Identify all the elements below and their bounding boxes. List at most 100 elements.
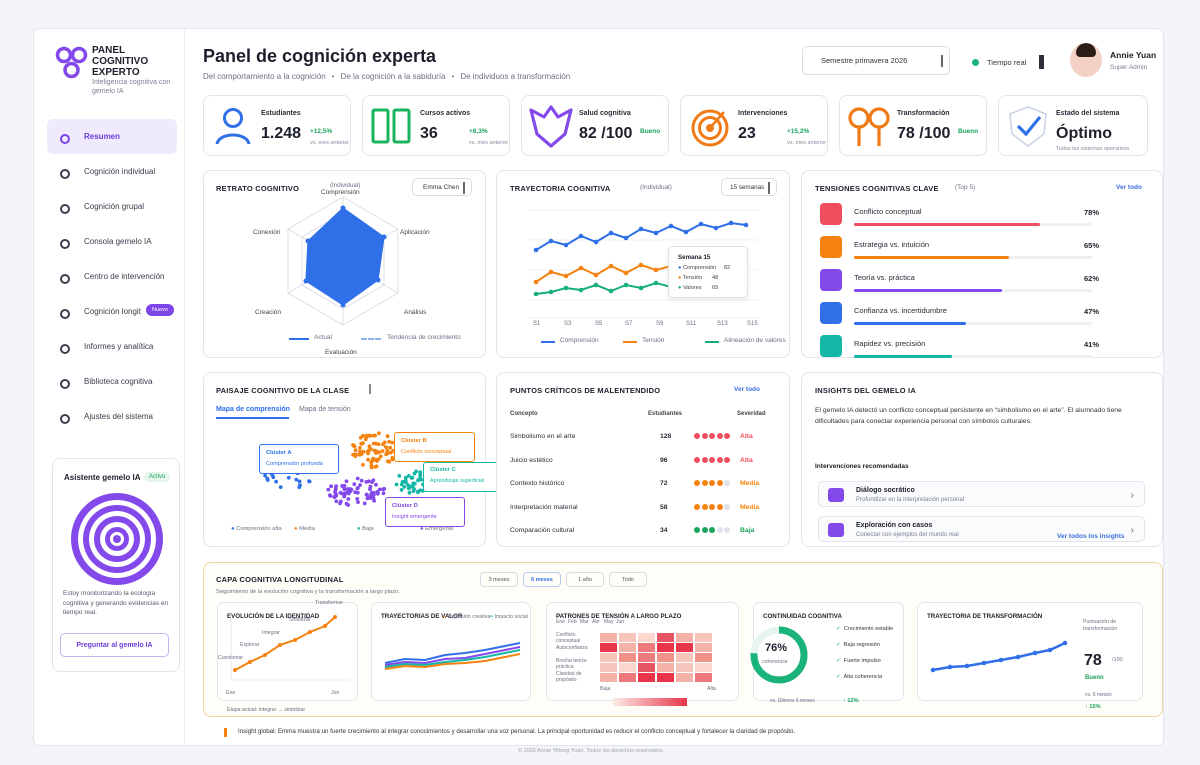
kpi-intervenciones[interactable]: Intervenciones 23 +15,2% vs. mes anterior bbox=[680, 95, 828, 156]
nav-item-consola[interactable]: Consola gemelo IA bbox=[47, 224, 177, 259]
stage-note: Etapa actual: integrar → sintetizar bbox=[227, 707, 306, 713]
row-label: Conflicto conceptual bbox=[556, 632, 581, 644]
brand-subtitle: Inteligencia cognitiva con gemelo IA bbox=[92, 79, 171, 95]
scatter-point bbox=[366, 449, 371, 454]
legend-label: ● Baja bbox=[357, 526, 374, 532]
tension-row[interactable]: Conflicto conceptual 78% bbox=[820, 203, 1110, 226]
range-all[interactable]: Todo bbox=[609, 572, 647, 587]
tension-track bbox=[854, 355, 1092, 358]
avatar[interactable] bbox=[1070, 43, 1102, 77]
cluster-c-label[interactable]: Clúster C Aprendizaje superficial bbox=[423, 462, 498, 492]
heat-cell bbox=[619, 633, 636, 642]
tension-row[interactable]: Teoría vs. práctica 62% bbox=[820, 269, 1110, 292]
severity-dot bbox=[716, 527, 723, 533]
range-6m[interactable]: 6 meses bbox=[523, 572, 561, 587]
range-1y[interactable]: 1 año bbox=[566, 572, 604, 587]
heat-cell bbox=[676, 653, 693, 662]
nav-item-biblioteca[interactable]: Biblioteca cognitiva bbox=[47, 364, 177, 399]
insights-text: El gemelo IA detectó un conflicto concep… bbox=[815, 407, 1122, 425]
scatter-point bbox=[286, 475, 291, 480]
target-icon bbox=[691, 109, 729, 147]
scatter-point bbox=[403, 478, 408, 483]
brand-title: PANEL COGNITIVO EXPERTO bbox=[92, 45, 149, 78]
scatter-point bbox=[278, 485, 283, 489]
table-row[interactable]: Comparación cultural 34 Baja bbox=[510, 527, 755, 534]
severity-dot bbox=[716, 433, 723, 439]
scatter-point bbox=[381, 487, 386, 492]
sidebar-nav: Resumen Cognición individual Cognición g… bbox=[47, 119, 177, 434]
realtime-indicator[interactable]: Tiempo real bbox=[972, 55, 1045, 69]
severity-dot bbox=[724, 433, 730, 439]
severity-dot bbox=[716, 480, 723, 486]
rec-icon bbox=[828, 523, 844, 537]
table-row[interactable]: Interpretación material 58 Media bbox=[510, 503, 760, 511]
kpi-transformacion[interactable]: Transformación 78 /100 Bueno bbox=[839, 95, 987, 156]
radar-chart bbox=[287, 196, 399, 326]
cluster-b-label[interactable]: Clúster B Conflicto conceptual bbox=[394, 432, 475, 462]
tension-row[interactable]: Estrategia vs. intuición 65% bbox=[820, 236, 1110, 259]
heat-cell bbox=[619, 643, 636, 652]
nav-item-informes[interactable]: Informes y analítica bbox=[47, 329, 177, 364]
heat-cell bbox=[676, 663, 693, 672]
scatter-point bbox=[381, 491, 386, 496]
axis-label: Aplicación bbox=[400, 229, 430, 236]
tension-row[interactable]: Rapidez vs. precisión 41% bbox=[820, 335, 1110, 358]
legend-swatch bbox=[623, 341, 637, 343]
tab-tension[interactable]: Mapa de tensión bbox=[299, 406, 351, 413]
nav-dot-icon bbox=[60, 133, 70, 144]
tab-comprension[interactable]: Mapa de comprensión bbox=[216, 406, 290, 413]
table-row[interactable]: Simbolismo en el arte 128 Alta bbox=[510, 433, 753, 440]
insights-view-all-link[interactable]: Ver todos los insights bbox=[1057, 533, 1125, 540]
student-select[interactable]: Emma Chen bbox=[412, 178, 472, 196]
puntos-view-all-link[interactable]: Ver todo bbox=[734, 386, 761, 393]
radar-point bbox=[303, 278, 309, 284]
kpi-cursos[interactable]: Cursos activos 36 +8,3% vs. mes anterior bbox=[362, 95, 510, 156]
table-row[interactable]: Juicio estético 96 Alta bbox=[510, 456, 753, 464]
severity-dot bbox=[701, 480, 708, 486]
transform-delta: ↑ 15% bbox=[1085, 704, 1101, 710]
kpi-estudiantes[interactable]: Estudiantes 1.248 +12,5% vs. mes anterior bbox=[203, 95, 351, 156]
user-icon bbox=[215, 108, 251, 145]
x-tick: S11 bbox=[686, 321, 697, 327]
legend-label: ● Comprensión alta bbox=[231, 526, 282, 532]
table-row[interactable]: Contexto histórico 72 Media bbox=[510, 480, 760, 487]
nav-item-cognicion-grupal[interactable]: Cognición grupal bbox=[47, 189, 177, 224]
cluster-d-label[interactable]: Clúster D Insight emergente bbox=[385, 497, 465, 527]
tensiones-view-all-link[interactable]: Ver todo bbox=[1116, 184, 1143, 191]
recs-heading: Intervenciones recomendadas bbox=[815, 463, 909, 470]
month-label: Feb bbox=[568, 619, 577, 625]
range-select[interactable]: 15 semanas bbox=[721, 178, 777, 196]
severity-dot bbox=[716, 456, 723, 463]
scatter-point bbox=[397, 473, 402, 478]
scatter-point bbox=[294, 477, 299, 482]
kpi-estado[interactable]: Estado del sistema Óptimo Todos los sistem… bbox=[998, 95, 1148, 156]
nav-dot-icon bbox=[60, 343, 70, 354]
scatter-point bbox=[384, 452, 388, 457]
rec-socratico[interactable]: Diálogo socrático Profundizar en la inter… bbox=[818, 481, 1145, 507]
nav-item-resumen[interactable]: Resumen bbox=[47, 119, 177, 154]
heat-cell bbox=[657, 673, 674, 682]
rec-casos[interactable]: Exploración con casos Conectar con ejempl… bbox=[818, 516, 1145, 542]
severity-dot bbox=[701, 503, 708, 510]
nav-item-ajustes[interactable]: Ajustes del sistema bbox=[47, 399, 177, 434]
ask-twin-button[interactable]: Preguntar al gemelo IA bbox=[60, 633, 169, 657]
severity-dot bbox=[716, 503, 723, 510]
nav-item-intervencion[interactable]: Centro de intervención bbox=[47, 259, 177, 294]
kpi-salud[interactable]: Salud cognitiva 82 /100 Bueno bbox=[521, 95, 669, 156]
scatter-point bbox=[358, 435, 363, 440]
chevron-right-icon: › bbox=[1130, 525, 1134, 536]
x-tick: S13 bbox=[717, 321, 728, 327]
chevron-icon bbox=[463, 182, 465, 194]
semester-select[interactable]: Semestre primavera 2026 bbox=[802, 46, 950, 75]
severity-dot bbox=[709, 456, 715, 463]
cluster-a-label[interactable]: Clúster A Comprensión profunda bbox=[259, 444, 339, 474]
nav-item-longitudinal[interactable]: Cognición longit Nuevo bbox=[47, 294, 177, 329]
tension-track bbox=[854, 322, 1092, 325]
nav-item-cognicion-individual[interactable]: Cognición individual bbox=[47, 154, 177, 189]
scatter-point bbox=[365, 492, 369, 497]
severity-dot bbox=[701, 456, 708, 463]
tension-row[interactable]: Confianza vs. incertidumbre 47% bbox=[820, 302, 1110, 325]
range-3m[interactable]: 3 meses bbox=[480, 572, 518, 587]
nav-dot-icon bbox=[60, 273, 70, 284]
transform-status: Bueno bbox=[1085, 675, 1104, 681]
